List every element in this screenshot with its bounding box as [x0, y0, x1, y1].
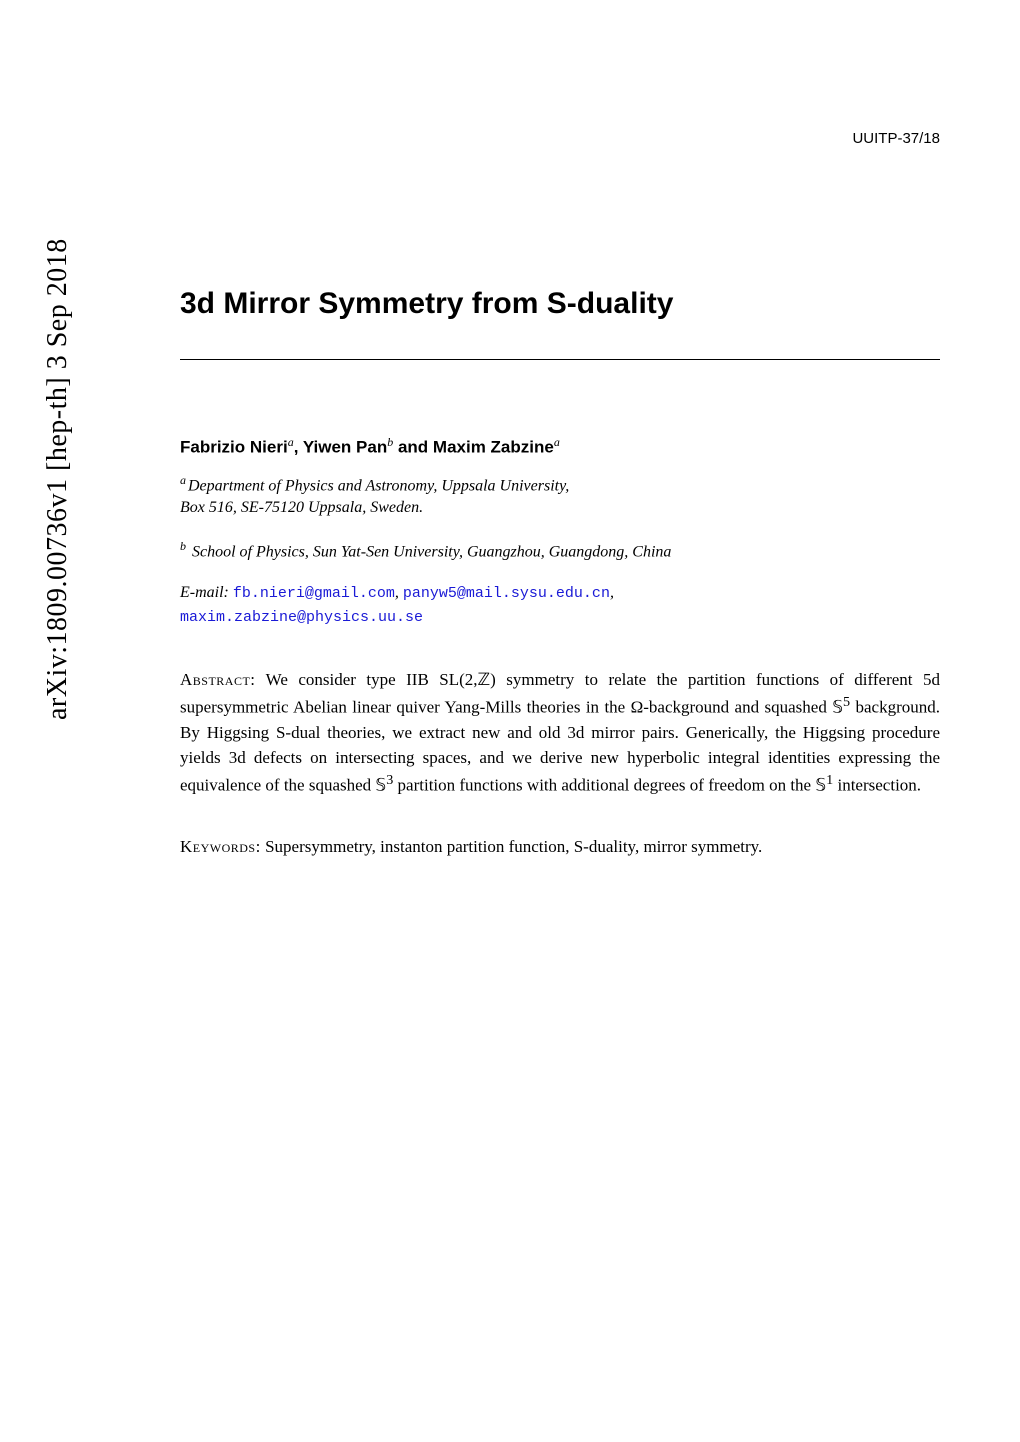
page-content: UUITP-37/18 3d Mirror Symmetry from S-du… [180, 0, 940, 859]
abstract-sup-3: 3 [386, 772, 393, 788]
abstract-text-1: We consider type IIB SL(2,ℤ) symmetry to… [180, 670, 940, 717]
title-rule [180, 359, 940, 360]
email-2[interactable]: panyw5@mail.sysu.edu.cn [403, 585, 610, 602]
authors-line: Fabrizio Nieria, Yiwen Panb and Maxim Za… [180, 435, 940, 458]
email-3[interactable]: maxim.zabzine@physics.uu.se [180, 609, 423, 626]
arxiv-id: arXiv:1809.00736v1 [42, 478, 73, 720]
paper-title: 3d Mirror Symmetry from S-duality [180, 287, 940, 321]
author-2: Yiwen Pan [303, 438, 387, 457]
affil-b-sup: b [180, 539, 186, 553]
keywords-block: Keywords: Supersymmetry, instanton parti… [180, 834, 940, 859]
affiliation-a: aDepartment of Physics and Astronomy, Up… [180, 472, 940, 520]
abstract-text-3: partition functions with additional degr… [398, 776, 827, 795]
affil-a-sup: a [180, 473, 186, 487]
affil-a-line2: Box 516, SE-75120 Uppsala, Sweden. [180, 499, 423, 516]
affil-a-line1: Department of Physics and Astronomy, Upp… [188, 477, 569, 494]
keywords-label: Keywords: [180, 837, 261, 856]
arxiv-date: 3 Sep 2018 [42, 238, 73, 369]
email-block: E-mail: fb.nieri@gmail.com, panyw5@mail.… [180, 581, 940, 629]
author-3: Maxim Zabzine [433, 438, 554, 457]
abstract-sup-1: 1 [826, 772, 833, 788]
affil-b-text: School of Physics, Sun Yat-Sen Universit… [192, 543, 671, 560]
arxiv-identifier: arXiv:1809.00736v1 [hep-th] 3 Sep 2018 [42, 238, 74, 720]
arxiv-category: [hep-th] [42, 377, 73, 471]
report-number: UUITP-37/18 [180, 130, 940, 147]
abstract-sup-5: 5 [843, 694, 850, 710]
email-1[interactable]: fb.nieri@gmail.com [233, 585, 395, 602]
author-1: Fabrizio Nieri [180, 438, 288, 457]
abstract-text-4: intersection. [837, 776, 921, 795]
abstract-block: Abstract: We consider type IIB SL(2,ℤ) s… [180, 667, 940, 798]
affiliation-b: b School of Physics, Sun Yat-Sen Univers… [180, 538, 940, 564]
abstract-label: Abstract: [180, 670, 256, 689]
email-label: E-mail: [180, 584, 229, 601]
keywords-text: Supersymmetry, instanton partition funct… [265, 837, 762, 856]
author-3-affil-sup: a [554, 435, 560, 449]
